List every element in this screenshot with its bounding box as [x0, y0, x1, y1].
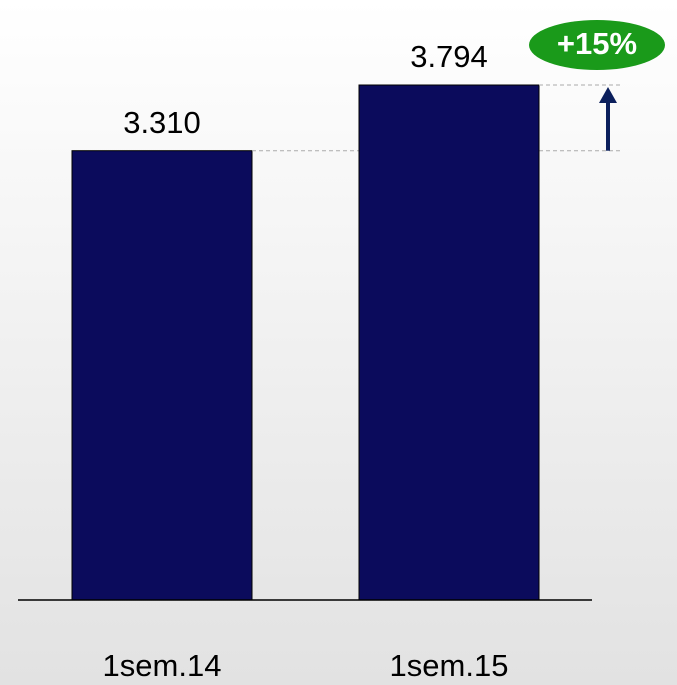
annotation-badge	[529, 20, 665, 70]
bar	[71, 150, 253, 601]
arrow-head	[599, 87, 617, 103]
bar	[358, 84, 540, 601]
annotation: +15%	[557, 26, 637, 61]
x-tick-label: 1sem.14	[103, 648, 222, 683]
value-label: 3.794	[410, 39, 488, 74]
x-tick-label: 1sem.15	[390, 648, 509, 683]
value-label: 3.310	[123, 105, 201, 140]
